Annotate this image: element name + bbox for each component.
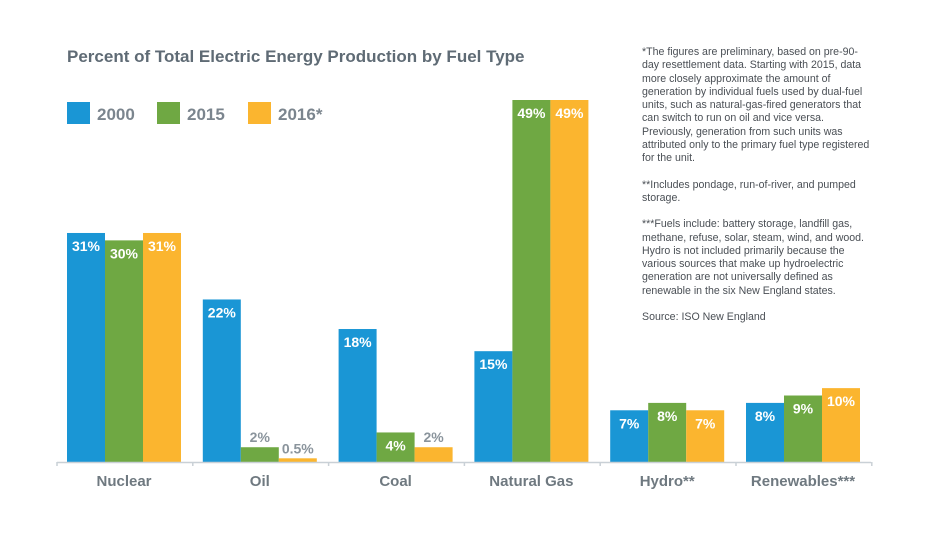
bar-oil-2000	[202, 299, 241, 462]
data-label: 7%	[619, 415, 640, 431]
legend-label: 2000	[97, 105, 135, 124]
footnote-renewables: ***Fuels include: battery storage, landf…	[642, 218, 865, 297]
chart-title: Percent of Total Electric Energy Product…	[67, 47, 525, 66]
data-label: 0.5%	[282, 440, 314, 456]
bar-renewables-2016	[822, 388, 860, 462]
bar-oil-2015	[240, 447, 279, 462]
data-label: 49%	[555, 105, 584, 121]
bar-natural-gas-2015	[512, 100, 551, 462]
bar-nuclear-2016	[143, 232, 181, 462]
bar-hydro-2015	[648, 402, 687, 462]
x-tick-label: Renewables***	[751, 473, 855, 490]
bar-nuclear-2000	[67, 232, 105, 462]
legend-label: 2016*	[278, 105, 323, 124]
data-label: 2%	[250, 429, 271, 445]
bar-renewables-2000	[746, 402, 784, 462]
bar-nuclear-2015	[105, 240, 143, 462]
x-tick-label: Coal	[379, 473, 412, 490]
data-label: 9%	[793, 401, 814, 417]
bar-hydro-2016	[686, 410, 725, 462]
x-tick-label: Oil	[250, 473, 270, 490]
bar-renewables-2015	[784, 395, 822, 462]
legend: 2000 2015 2016*	[67, 102, 323, 124]
data-label: 8%	[755, 408, 776, 424]
bar-coal-2015	[376, 432, 415, 462]
data-label: 7%	[695, 415, 716, 431]
legend-label: 2015	[187, 105, 225, 124]
x-tick-label: Hydro**	[640, 473, 695, 490]
footnote-preliminary: *The figures are preliminary, based on p…	[642, 46, 870, 165]
data-label: 4%	[385, 437, 406, 453]
footnote-hydro: **Includes pondage, run-of-river, and pu…	[642, 178, 856, 204]
x-axis: Nuclear Oil Coal Natural Gas Hydro** Renewabl…	[56, 461, 873, 490]
data-label: 15%	[479, 356, 508, 372]
bar-coal-2000	[338, 329, 377, 462]
legend-swatch-2016	[248, 102, 271, 124]
bar-natural-gas-2000	[474, 351, 513, 462]
data-label: 2%	[423, 429, 444, 445]
legend-swatch-2000	[67, 102, 90, 124]
data-label: 22%	[208, 304, 237, 320]
data-label: 30%	[110, 245, 139, 261]
data-label: 10%	[827, 393, 856, 409]
bar-natural-gas-2016	[550, 100, 589, 462]
bar-coal-2016	[414, 447, 453, 462]
x-tick-label: Natural Gas	[489, 473, 573, 490]
bar-oil-2016	[278, 458, 317, 462]
data-label: 49%	[517, 105, 546, 121]
data-label: 18%	[344, 334, 373, 350]
data-label: 31%	[148, 238, 177, 254]
bar-hydro-2000	[610, 410, 649, 462]
bars: 31% 30% 31% 22% 2% 0.5% 18% 4% 2% 15% 49% 49% 7% 8% 7%…	[67, 100, 860, 462]
legend-swatch-2015	[157, 102, 180, 124]
footnotes: *The figures are preliminary, based on p…	[642, 46, 874, 337]
x-tick-label: Nuclear	[96, 473, 151, 490]
data-label: 31%	[72, 238, 101, 254]
data-label: 8%	[657, 408, 678, 424]
source-note: Source: ISO New England	[642, 311, 766, 324]
